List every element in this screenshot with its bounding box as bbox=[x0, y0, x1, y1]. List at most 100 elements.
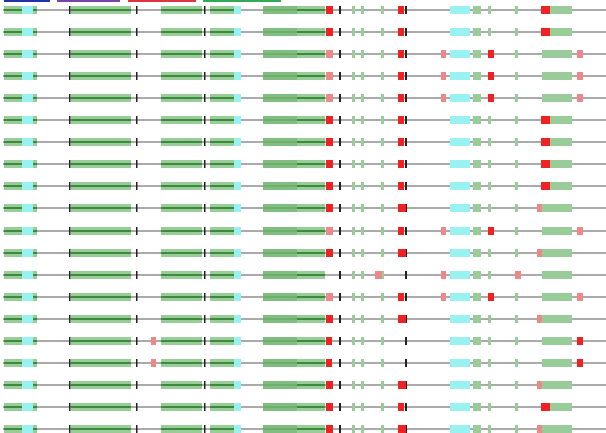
track-tick bbox=[136, 381, 138, 389]
exon-mark bbox=[339, 315, 341, 323]
exon-mark bbox=[361, 116, 364, 124]
exon-mark bbox=[542, 138, 572, 146]
utr-block bbox=[22, 204, 33, 212]
exon-core bbox=[161, 318, 202, 320]
track-tick bbox=[136, 6, 138, 14]
exon-mark bbox=[515, 293, 518, 301]
variant-marker bbox=[577, 293, 583, 301]
variant-marker bbox=[326, 28, 333, 36]
track-tick bbox=[69, 249, 71, 257]
utr-block bbox=[22, 50, 33, 58]
utr-block bbox=[234, 28, 241, 36]
exon-core bbox=[210, 318, 241, 320]
exon-core bbox=[71, 207, 131, 209]
track-tick bbox=[136, 204, 138, 212]
utr-block bbox=[234, 425, 241, 433]
exon-mark bbox=[381, 50, 384, 58]
track-tick bbox=[69, 293, 71, 301]
exon-mark bbox=[515, 381, 518, 389]
exon-mark bbox=[352, 94, 355, 102]
track-tick bbox=[69, 204, 71, 212]
exon-mark bbox=[515, 138, 518, 146]
exon-core bbox=[210, 428, 241, 430]
variant-marker bbox=[441, 94, 446, 102]
exon-mark bbox=[542, 249, 572, 257]
exon-mark bbox=[405, 403, 407, 411]
variant-marker bbox=[326, 116, 333, 124]
exon-shade bbox=[263, 403, 297, 411]
exon-mark bbox=[488, 249, 491, 257]
variant-marker bbox=[398, 50, 404, 58]
transcript-track bbox=[3, 6, 606, 14]
exon-core bbox=[71, 119, 131, 121]
exon-core bbox=[4, 31, 37, 33]
exon-core bbox=[161, 340, 202, 342]
variant-marker bbox=[398, 425, 406, 433]
variant-marker bbox=[326, 50, 333, 58]
variant-marker bbox=[326, 94, 333, 102]
exon-mark bbox=[381, 337, 384, 345]
exon-mark bbox=[450, 28, 470, 36]
track-tick bbox=[204, 28, 206, 36]
exon-mark bbox=[515, 50, 518, 58]
exon-mark bbox=[473, 94, 481, 102]
exon-shade bbox=[263, 227, 297, 235]
track-tick bbox=[204, 381, 206, 389]
variant-marker bbox=[326, 315, 333, 323]
exon-core bbox=[71, 362, 131, 364]
utr-block bbox=[22, 94, 33, 102]
exon-shade bbox=[263, 116, 297, 124]
utr-block bbox=[22, 425, 33, 433]
exon-mark bbox=[542, 403, 572, 411]
exon-mark bbox=[473, 72, 481, 80]
exon-core bbox=[210, 75, 241, 77]
exon-mark bbox=[352, 381, 355, 389]
exon-mark bbox=[515, 337, 518, 345]
track-tick bbox=[69, 381, 71, 389]
transcript-track bbox=[3, 182, 606, 190]
exon-mark bbox=[361, 28, 364, 36]
exon-mark bbox=[352, 116, 355, 124]
variant-marker bbox=[375, 271, 382, 279]
exon-mark bbox=[450, 94, 470, 102]
exon-core bbox=[161, 252, 202, 254]
exon-mark bbox=[515, 116, 518, 124]
exon-mark bbox=[339, 28, 341, 36]
exon-mark bbox=[339, 94, 341, 102]
track-tick bbox=[69, 315, 71, 323]
variant-marker bbox=[441, 271, 446, 279]
exon-shade bbox=[263, 315, 297, 323]
exon-core bbox=[4, 97, 37, 99]
exon-core bbox=[210, 207, 241, 209]
exon-mark bbox=[361, 160, 364, 168]
exon-mark bbox=[488, 28, 491, 36]
exon-core bbox=[210, 296, 241, 298]
exon-mark bbox=[473, 293, 481, 301]
exon-core bbox=[4, 406, 37, 408]
track-tick bbox=[136, 227, 138, 235]
utr-block bbox=[22, 403, 33, 411]
exon-core bbox=[4, 185, 37, 187]
exon-core bbox=[4, 384, 37, 386]
exon-mark bbox=[361, 182, 364, 190]
exon-mark bbox=[381, 227, 384, 235]
variant-marker bbox=[398, 227, 404, 235]
variant-marker bbox=[326, 182, 333, 190]
exon-mark bbox=[352, 160, 355, 168]
exon-mark bbox=[473, 271, 481, 279]
exon-core bbox=[161, 185, 202, 187]
exon-mark bbox=[339, 72, 341, 80]
exon-core bbox=[161, 141, 202, 143]
exon-mark bbox=[381, 94, 384, 102]
variant-marker bbox=[398, 381, 406, 389]
track-tick bbox=[136, 293, 138, 301]
exon-mark bbox=[381, 28, 384, 36]
track-tick bbox=[136, 138, 138, 146]
exon-mark bbox=[473, 403, 481, 411]
exon-mark bbox=[361, 293, 364, 301]
utr-block bbox=[22, 28, 33, 36]
track-tick bbox=[136, 271, 138, 279]
exon-mark bbox=[542, 28, 572, 36]
utr-block bbox=[22, 271, 33, 279]
exon-core bbox=[161, 97, 202, 99]
